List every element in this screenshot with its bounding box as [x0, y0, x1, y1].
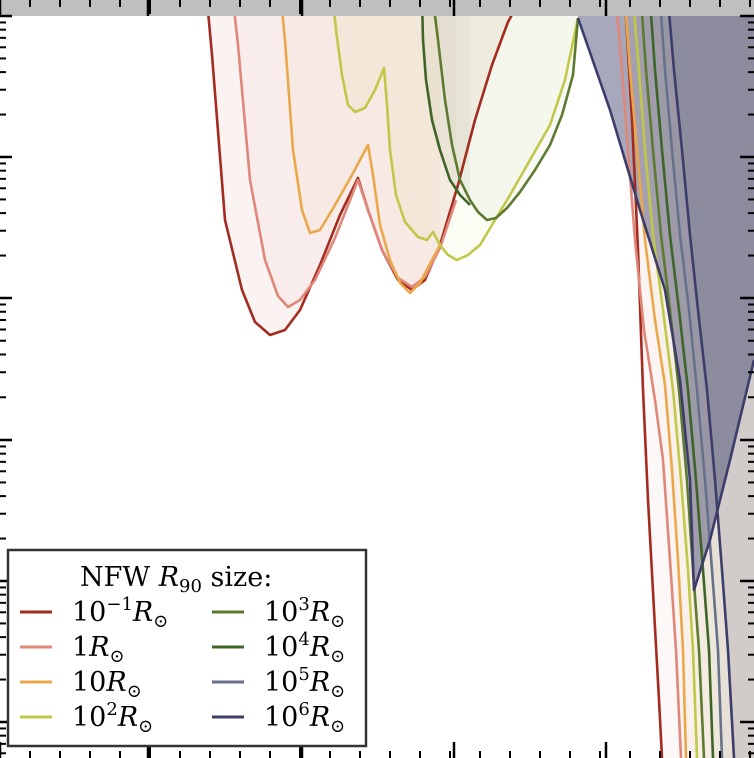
series-4-cliff-line — [631, 0, 699, 758]
series-8-cliff-line — [666, 0, 736, 758]
series-4-upper-line — [331, 0, 580, 262]
series-5-upper-line — [431, 0, 580, 222]
series-3-cliff-line — [623, 0, 688, 758]
series-8-upper-line — [576, 17, 754, 592]
legend: NFW R90 size: 10−1R⊙1R⊙10R⊙102R⊙ 103R⊙104… — [6, 548, 368, 748]
series-1-legend-label: 10−1R⊙ — [72, 594, 168, 632]
series-8-legend-label: 106R⊙ — [264, 699, 345, 737]
series-3-upper-line — [279, 0, 442, 295]
series-4-upper-fill — [333, 0, 578, 260]
series-3-legend-label: 10R⊙ — [72, 667, 142, 702]
series-6-upper-line — [420, 0, 471, 206]
series-2-upper-line — [231, 0, 458, 309]
series-lines — [205, 0, 754, 758]
series-7-legend-label: 105R⊙ — [264, 664, 345, 702]
series-5-upper-fill — [433, 0, 578, 220]
series-4-legend-label: 102R⊙ — [72, 699, 153, 737]
series-6-legend-label: 104R⊙ — [264, 629, 345, 667]
legend-box — [6, 548, 368, 748]
series-7-cliff-line — [658, 0, 724, 758]
series-5-legend-label: 103R⊙ — [264, 594, 345, 632]
legend-title: NFW R90 size: — [80, 562, 272, 597]
series-2-cliff-line — [614, 0, 683, 758]
series-1-upper-fill — [207, 0, 520, 335]
series-3-upper-fill — [281, 0, 440, 293]
legend-entries: 10−1R⊙1R⊙10R⊙102R⊙ 103R⊙104R⊙105R⊙106R⊙ — [20, 594, 345, 737]
series-1-cliff-line — [623, 0, 664, 758]
top-band — [0, 0, 754, 16]
series-8-cliff-fill — [668, 0, 754, 758]
series-6-cliff-line — [648, 0, 715, 758]
series-2-legend-label: 1R⊙ — [72, 632, 125, 667]
